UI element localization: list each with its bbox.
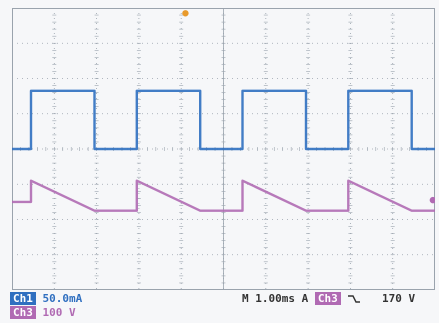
trigger-level: 170 V [381, 292, 416, 305]
ch1-readout: Ch1 50.0mA [10, 292, 82, 305]
timebase-trigger-readout: M 1.00ms A Ch3 170 V [242, 292, 415, 305]
traces [12, 89, 435, 212]
trace-ch1 [12, 89, 435, 151]
ch1-tag: Ch1 [10, 292, 36, 305]
marker-ch3-trigger-level [429, 196, 435, 204]
trigger-mode: A [301, 292, 309, 305]
ch3-tag: Ch3 [10, 306, 36, 319]
falling-edge-icon [348, 295, 361, 303]
status-bar: Ch1 50.0mA Ch3 100 V M 1.00ms A Ch3 170 … [10, 292, 435, 320]
markers [182, 10, 435, 204]
marker-trigger-position [182, 10, 189, 17]
timebase-value: M 1.00ms [242, 292, 295, 305]
trigger-source: Ch3 [314, 292, 341, 305]
trace-ch3 [12, 179, 435, 212]
waveform-screen [12, 8, 435, 290]
ch3-scale: 100 V [42, 306, 76, 319]
ch1-scale: 50.0mA [42, 292, 83, 305]
graticule [12, 8, 435, 290]
ch3-readout: Ch3 100 V [10, 306, 76, 319]
